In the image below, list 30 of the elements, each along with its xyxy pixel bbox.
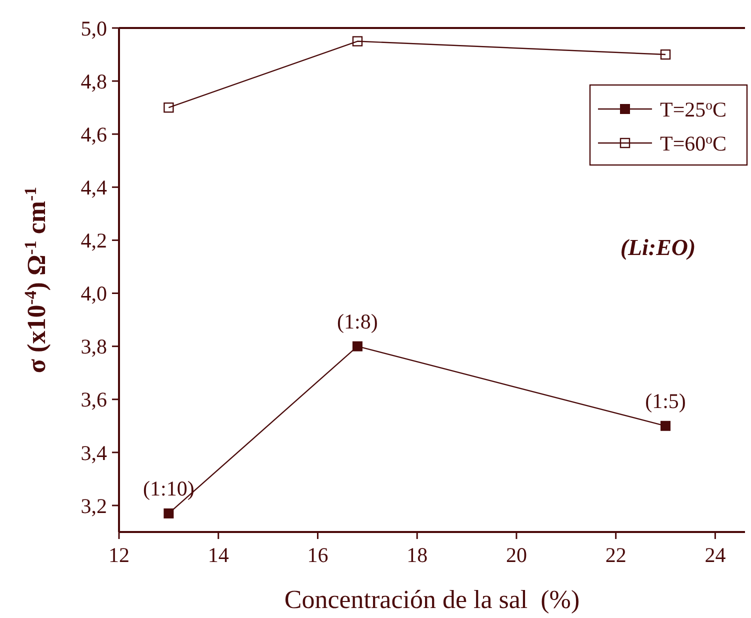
y-tick-label: 3,6 [80,388,107,412]
x-tick-label: 22 [605,543,626,567]
legend-label: T=60$^{o}$C [660,130,727,156]
y-tick-label: 3,4 [80,440,108,465]
point [660,49,671,60]
x-tick-label: 20 [506,543,527,567]
annotation: (Li:EO) [620,235,696,260]
y-tick-label: 4,0 [80,282,107,306]
point [164,102,174,113]
y-tick-label: 5,0 [80,16,107,40]
point [352,36,363,46]
y-tick-label: 3,8 [80,334,107,359]
x-axis-title: Concentración de la sal (%) [284,585,580,614]
x-tick-label: 16 [307,543,328,567]
point [660,420,671,431]
annotation: (1:5) [645,388,686,413]
x-tick-label: 12 [108,543,130,567]
y-tick-label: 3,2 [80,494,107,518]
y-tick-label: 4,2 [80,228,107,253]
point [352,341,362,352]
annotation: (1:10) [143,476,194,500]
y-tick-label: 4,8 [80,69,107,94]
x-tick-label: 14 [208,543,230,567]
point [164,508,174,518]
x-tick-label: 18 [406,543,428,567]
y-tick-label: 4,6 [80,122,107,146]
x-tick-label: 24 [704,543,726,567]
legend-label: T=25$^{o}$C [660,96,727,122]
y-tick-label: 4,4 [80,176,108,200]
annotation: (1:8) [337,309,378,334]
